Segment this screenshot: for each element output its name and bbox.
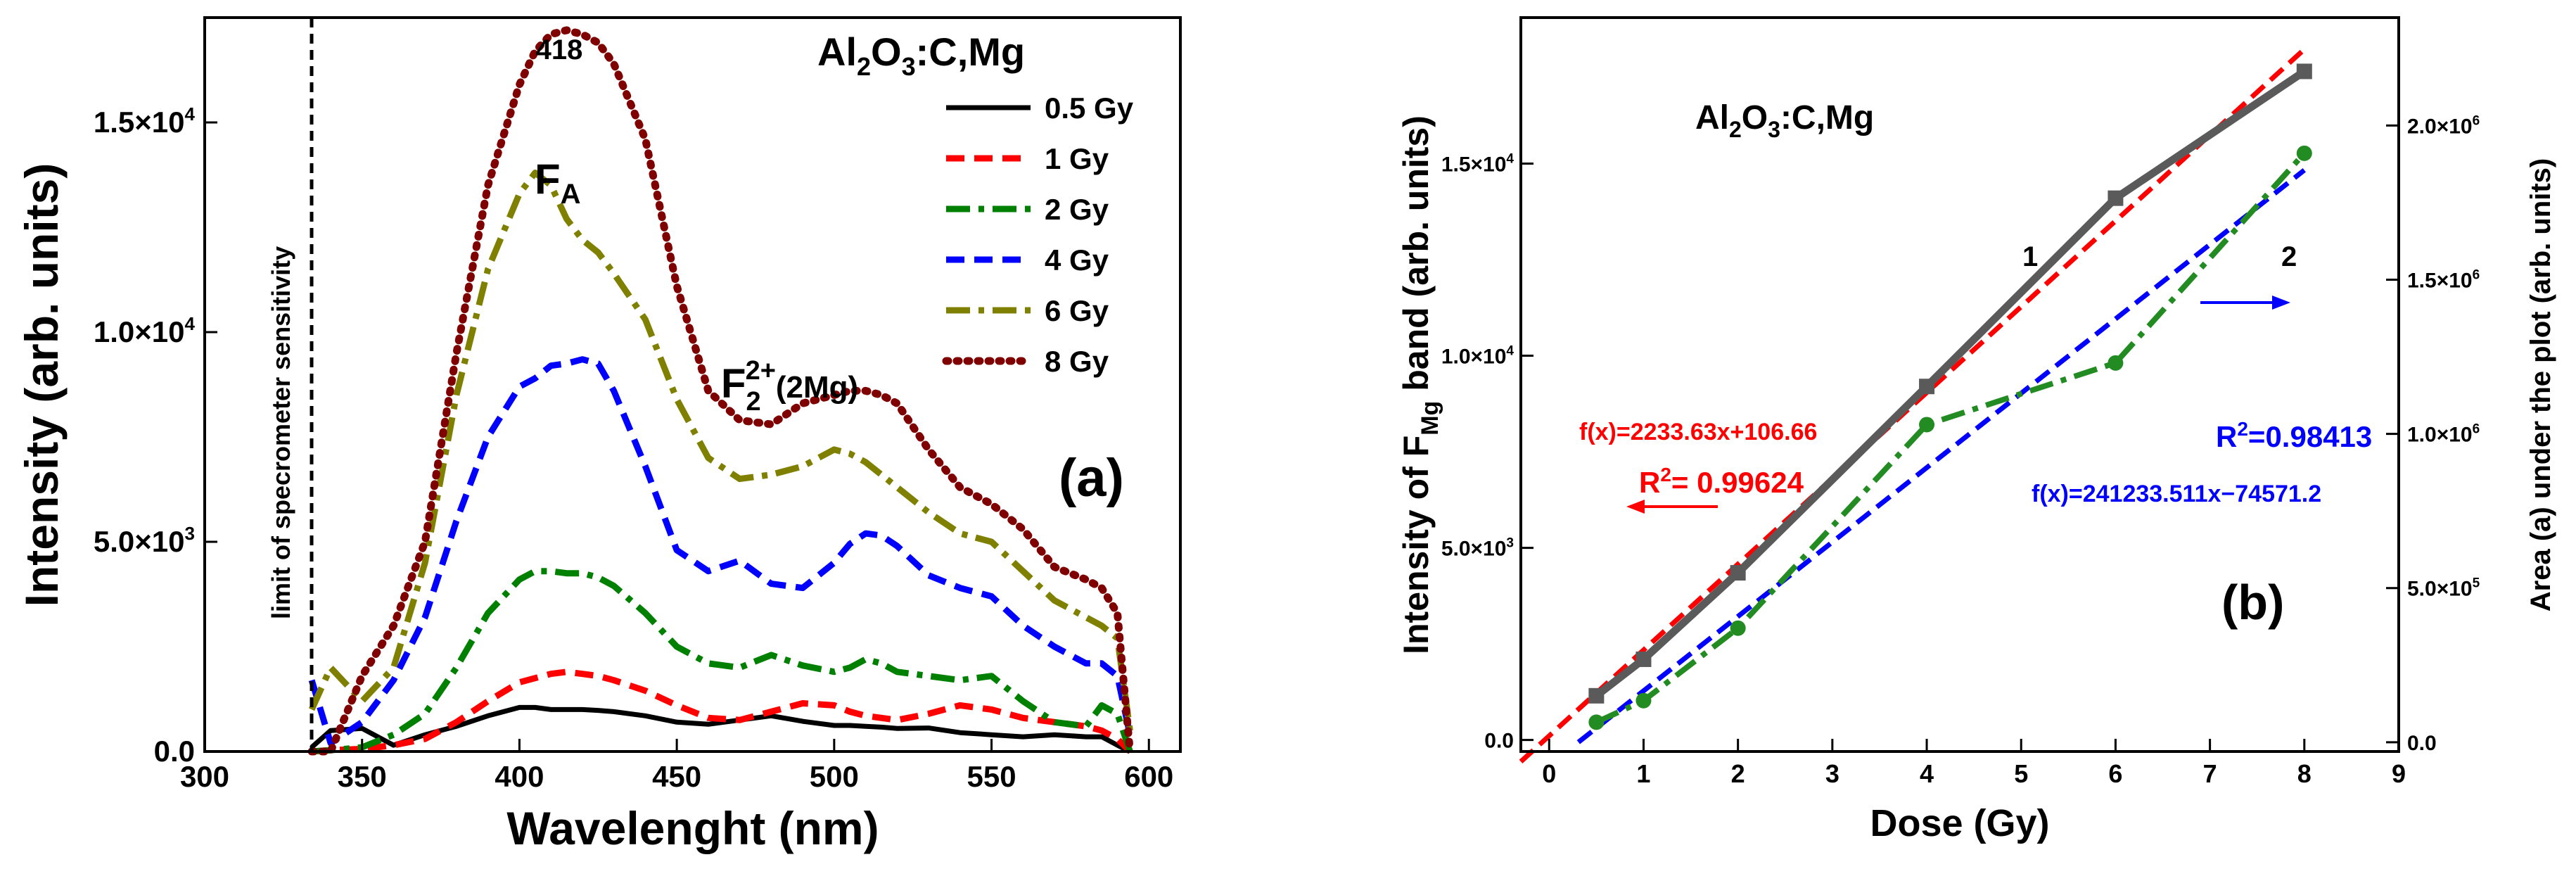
panel-a-x-label: Wavelenght (nm) — [506, 802, 879, 854]
panel-b-y-right-tick-label: 2.0×106 — [2407, 113, 2480, 138]
panel-b-curves — [1594, 68, 2307, 725]
panel-b-curve-label-2: 2 — [2281, 241, 2297, 272]
panel-a-sensitivity-label: limit of specrometer sensitivity — [267, 246, 295, 619]
panel-a-y-label: Intensity (arb. units) — [15, 163, 68, 607]
panel-a-x-tick-label: 300 — [180, 760, 229, 793]
panel-b-fit1-label: f(x)=2233.63x+106.66 — [1579, 419, 1817, 445]
panel-b-axes — [1519, 16, 2400, 753]
panel-a-x-tick-label: 400 — [495, 760, 544, 793]
panel-b-x-tick-label: 2 — [1731, 759, 1745, 788]
panel-b-points — [1588, 63, 2312, 730]
panel-a-legend-label: 2 Gy — [1045, 193, 1109, 226]
panel-b-point-2 — [1635, 692, 1652, 709]
panel-b-x-tick-label: 0 — [1542, 759, 1556, 788]
panel-b-y-right-ticks: 0.0 5.0×105 1.0×106 1.5×106 2.0×106 — [2386, 113, 2480, 755]
panel-a-legend-label: 4 Gy — [1045, 243, 1109, 277]
panel-a-x-tick-label: 350 — [338, 760, 387, 793]
panel-a-y-tick-label: 5.0×103 — [94, 523, 195, 558]
panel-a-x-ticks: 300 350 400 450 500 550 600 — [180, 739, 1173, 793]
panel-b-point-1 — [1588, 687, 1605, 704]
panel-a-peak-label: 418 — [536, 34, 583, 65]
panel-a-series-6 — [307, 26, 1134, 756]
panel-a-y-tick-label: 1.0×104 — [94, 313, 196, 348]
panel-b-x-ticks: 0 1 2 3 4 5 6 7 8 9 — [1542, 739, 2406, 788]
panel-b-fit2-label: f(x)=241233.511x−74571.2 — [2032, 481, 2321, 507]
panel-b-x-tick-label: 6 — [2108, 759, 2122, 788]
panel-b-point-2 — [1919, 417, 1935, 433]
panel-b-y-left-tick-label: 1.0×104 — [1441, 344, 1515, 369]
panel-a-series-2 — [311, 668, 1133, 755]
panel-a-panel-label: (a) — [1059, 448, 1124, 508]
panel-b-x-tick-label: 8 — [2297, 759, 2312, 788]
panel-a-x-tick-label: 500 — [810, 760, 859, 793]
panel-a-legend-label: 1 Gy — [1045, 142, 1109, 175]
panel-b-x-label: Dose (Gy) — [1870, 802, 2049, 844]
panel-b-point-2 — [2296, 145, 2312, 161]
panel-a-axes — [203, 16, 1182, 753]
panel-b-curve-1 — [1594, 68, 2307, 699]
panel-b-y-right-tick-label: 1.0×106 — [2407, 422, 2480, 447]
panel-b-point-1 — [2108, 190, 2124, 206]
panel-b-panel-label: (b) — [2221, 575, 2284, 630]
panel-a-x-tick-label: 600 — [1124, 760, 1173, 793]
panel-b: 0 1 2 3 4 5 6 7 8 9 0.0 5.0×103 1.0×104 1.5×104 0.0 5… — [1396, 16, 2556, 844]
panel-b-y-right-tick-label: 1.5×106 — [2407, 268, 2480, 293]
panel-a-legend-label: 6 Gy — [1045, 294, 1109, 327]
panel-a-f22-label: F22+(2Mg) — [721, 356, 858, 417]
panel-b-point-1 — [1919, 379, 1935, 395]
panel-a-fa-label: FA — [535, 156, 581, 210]
panel-b-point-1 — [1635, 651, 1652, 667]
panel-b-point-1 — [2296, 63, 2312, 80]
panel-b-y-left-tick-label: 5.0×103 — [1441, 536, 1514, 561]
panel-b-y-left-tick-label: 0.0 — [1484, 730, 1514, 753]
panel-b-title: Al2O3:C,Mg — [1695, 99, 1874, 142]
panel-b-x-tick-label: 7 — [2203, 759, 2217, 788]
panel-b-right-arrow — [2200, 296, 2290, 310]
panel-a-series-5 — [308, 170, 1133, 731]
panel-a-legend-label: 8 Gy — [1045, 345, 1109, 378]
panel-b-y-right-label: Area (a) under the plot (arb. units) — [2525, 158, 2556, 611]
panel-a-series-1 — [310, 704, 1131, 754]
panel-a-y-tick-label: 0.0 — [154, 735, 195, 768]
panel-a-y-tick-label: 1.5×104 — [94, 103, 196, 139]
panel-b-point-2 — [1588, 714, 1605, 730]
panel-b-point-2 — [1730, 620, 1746, 636]
panel-b-point-2 — [2108, 355, 2124, 371]
panel-b-fit-line-2 — [1576, 168, 2306, 744]
panel-b-x-tick-label: 9 — [2392, 759, 2406, 788]
panel-a-x-tick-label: 450 — [652, 760, 701, 793]
panel-b-y-right-tick-label: 5.0×105 — [2407, 576, 2480, 601]
panel-a-legend: 0.5 Gy 1 Gy 2 Gy 4 Gy 6 Gy 8 Gy — [942, 91, 1134, 378]
panel-b-x-tick-label: 5 — [2014, 759, 2028, 788]
panel-b-fit1-r2: R2= 0.99624 — [1639, 464, 1804, 499]
panel-a-y-ticks: 0.0 5.0×103 1.0×104 1.5×104 — [94, 103, 217, 768]
panel-a-legend-label: 0.5 Gy — [1045, 91, 1134, 125]
panel-b-point-1 — [1730, 565, 1746, 581]
panel-b-x-tick-label: 1 — [1636, 759, 1650, 788]
panel-b-y-left-tick-label: 1.5×104 — [1441, 152, 1515, 177]
panel-b-curve-label-1: 1 — [2022, 241, 2038, 272]
panel-a-series — [307, 26, 1134, 756]
panel-b-y-left-ticks: 0.0 5.0×103 1.0×104 1.5×104 — [1441, 152, 1534, 753]
panel-a-series-3 — [311, 568, 1133, 755]
panel-a-x-tick-label: 550 — [967, 760, 1016, 793]
panel-b-y-left-label: Intensity of FMg band (arb. units) — [1396, 115, 1443, 654]
panel-a: limit of specrometer sensitivity 300 350 4… — [15, 16, 1182, 854]
panel-b-left-arrow — [1626, 500, 1718, 514]
panel-b-x-tick-label: 3 — [1825, 759, 1839, 788]
panel-b-fit-lines — [1519, 47, 2307, 763]
panel-b-fit2-r2: R2=0.98413 — [2216, 418, 2372, 453]
panel-b-x-tick-label: 4 — [1920, 759, 1934, 788]
panel-a-series-4 — [308, 356, 1133, 747]
panel-a-title: Al2O3:C,Mg — [817, 30, 1025, 81]
panel-b-y-right-tick-label: 0.0 — [2407, 732, 2437, 755]
